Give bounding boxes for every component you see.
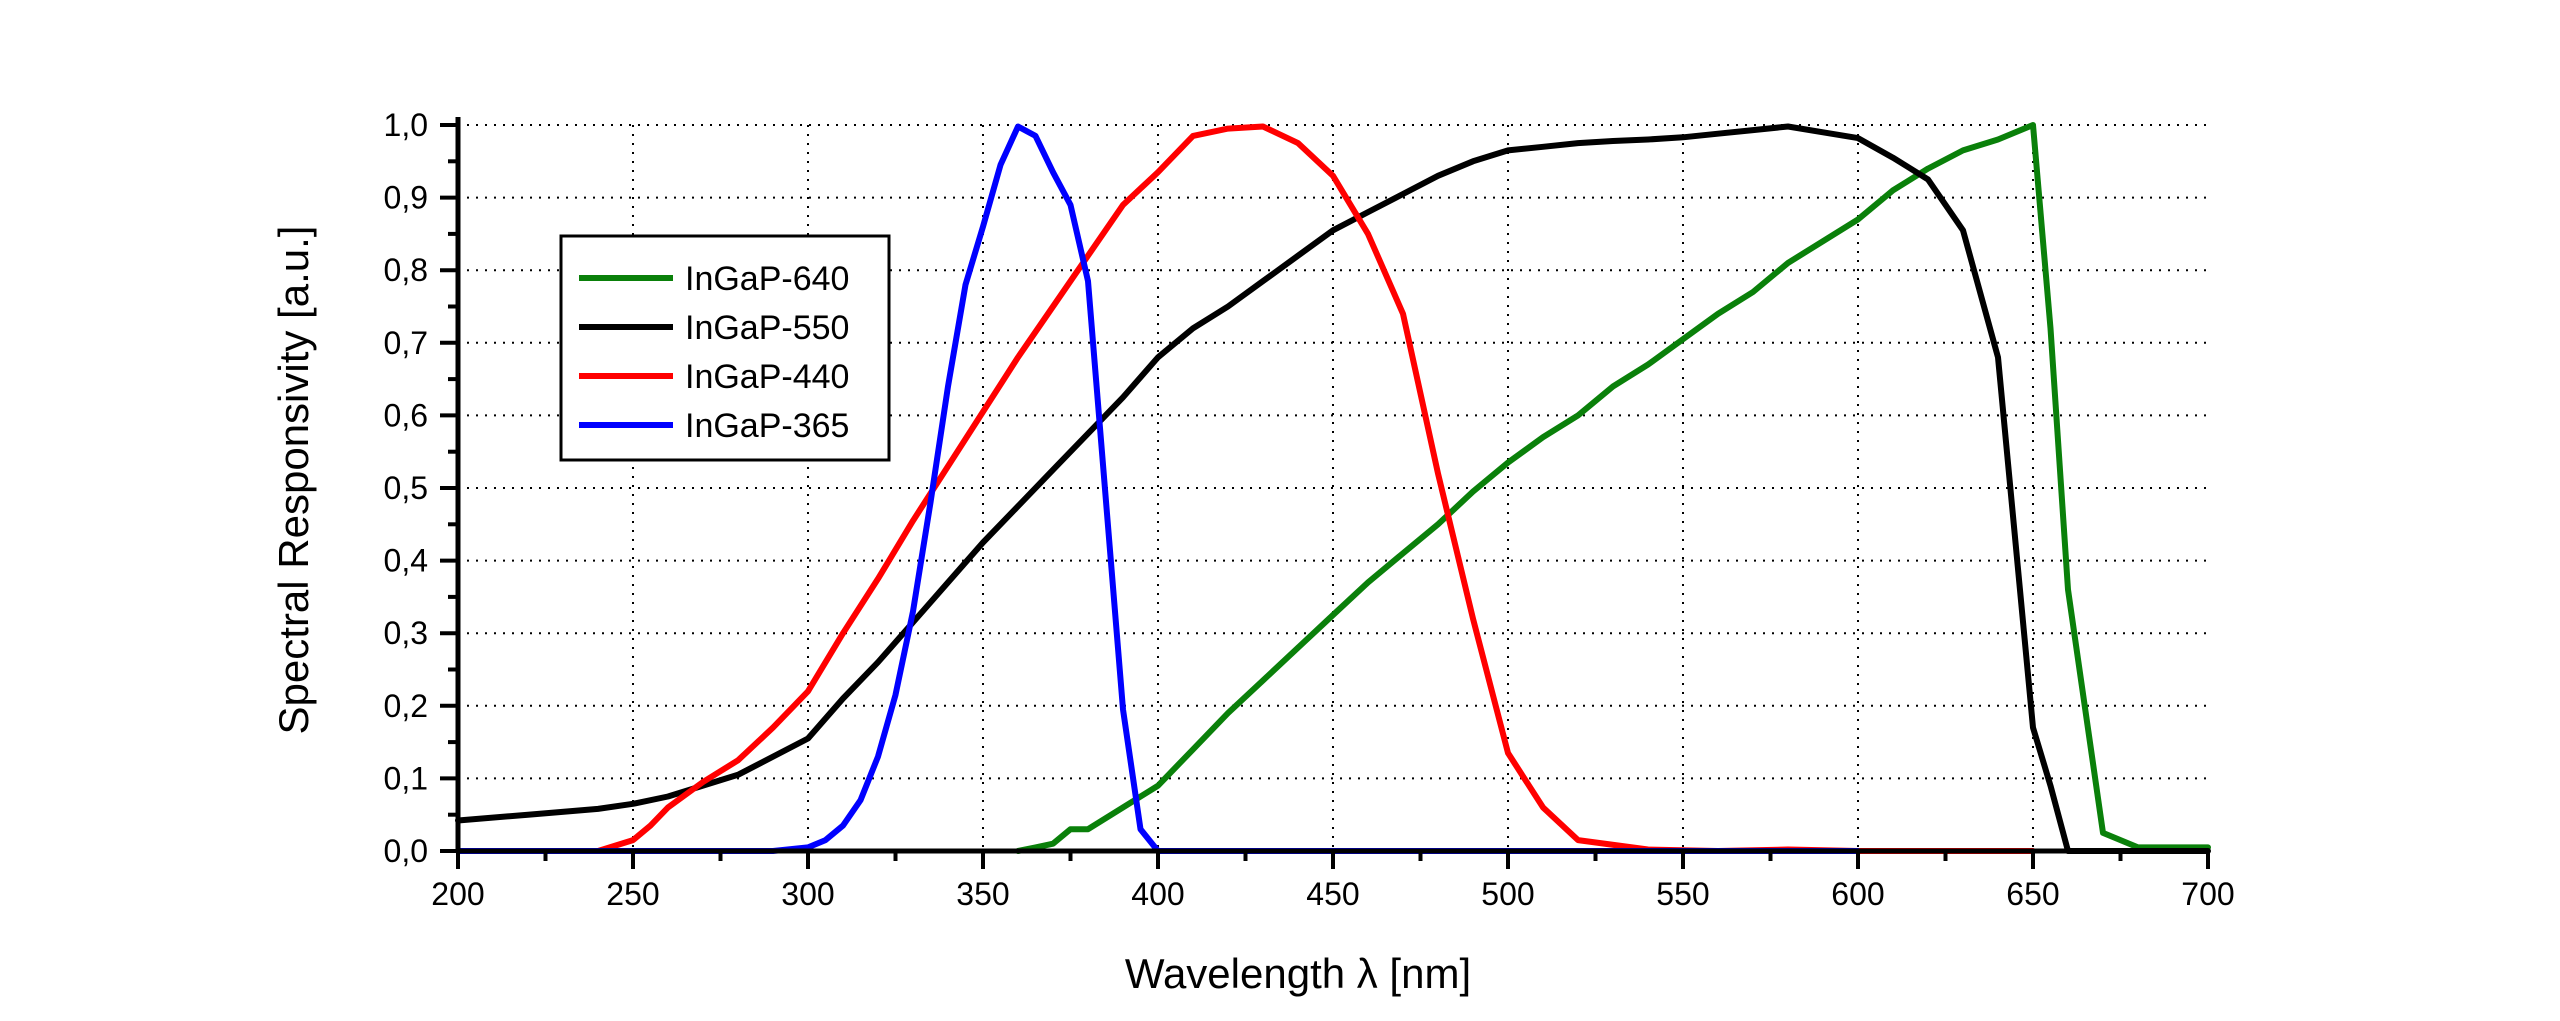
series-line-ingap-550 bbox=[455, 123, 2211, 854]
y-tick-label: 0,4 bbox=[384, 543, 428, 579]
grid-lines bbox=[458, 124, 2208, 851]
legend: InGaP-640 InGaP-550 InGaP-440 InGaP-365 bbox=[559, 234, 891, 462]
x-tick-label: 700 bbox=[2181, 876, 2234, 912]
x-tick-label: 500 bbox=[1481, 876, 1534, 912]
series-line-ingap-365 bbox=[455, 123, 1861, 854]
x-axis-title: Wavelength λ [nm] bbox=[1125, 950, 1471, 997]
legend-label: InGaP-550 bbox=[685, 309, 849, 347]
x-tick-label: 400 bbox=[1131, 876, 1184, 912]
x-tick-label: 600 bbox=[1831, 876, 1884, 912]
y-tick-label: 0,9 bbox=[384, 180, 428, 216]
y-tick-label: 0,2 bbox=[384, 688, 428, 724]
y-tick-label: 0,6 bbox=[384, 397, 428, 433]
legend-label: InGaP-440 bbox=[685, 358, 849, 396]
ticks bbox=[440, 123, 2210, 869]
y-tick-label: 0,8 bbox=[384, 252, 428, 288]
x-tick-label: 200 bbox=[431, 876, 484, 912]
y-tick-label: 0,5 bbox=[384, 470, 428, 506]
y-tick-label: 0,1 bbox=[384, 760, 428, 796]
x-tick-label: 550 bbox=[1656, 876, 1709, 912]
x-tick-label: 450 bbox=[1306, 876, 1359, 912]
tick-labels: 200 250 300 350 400 450 500 550 600 650 700 0,0 0,1 0… bbox=[384, 107, 2235, 912]
series-line-ingap-440 bbox=[455, 123, 2036, 854]
x-tick-label: 250 bbox=[606, 876, 659, 912]
y-tick-label: 0,3 bbox=[384, 615, 428, 651]
x-tick-label: 350 bbox=[956, 876, 1009, 912]
legend-label: InGaP-365 bbox=[685, 407, 849, 445]
x-tick-label: 650 bbox=[2006, 876, 2059, 912]
y-tick-label: 0,7 bbox=[384, 325, 428, 361]
series-layer bbox=[455, 122, 2211, 854]
series-line-ingap-640 bbox=[1015, 122, 2211, 854]
y-tick-label: 1,0 bbox=[384, 107, 428, 143]
legend-label: InGaP-640 bbox=[685, 260, 849, 298]
x-tick-label: 300 bbox=[781, 876, 834, 912]
y-tick-label: 0,0 bbox=[384, 833, 428, 869]
y-axis-title: Spectral Responsivity [a.u.] bbox=[270, 226, 317, 735]
